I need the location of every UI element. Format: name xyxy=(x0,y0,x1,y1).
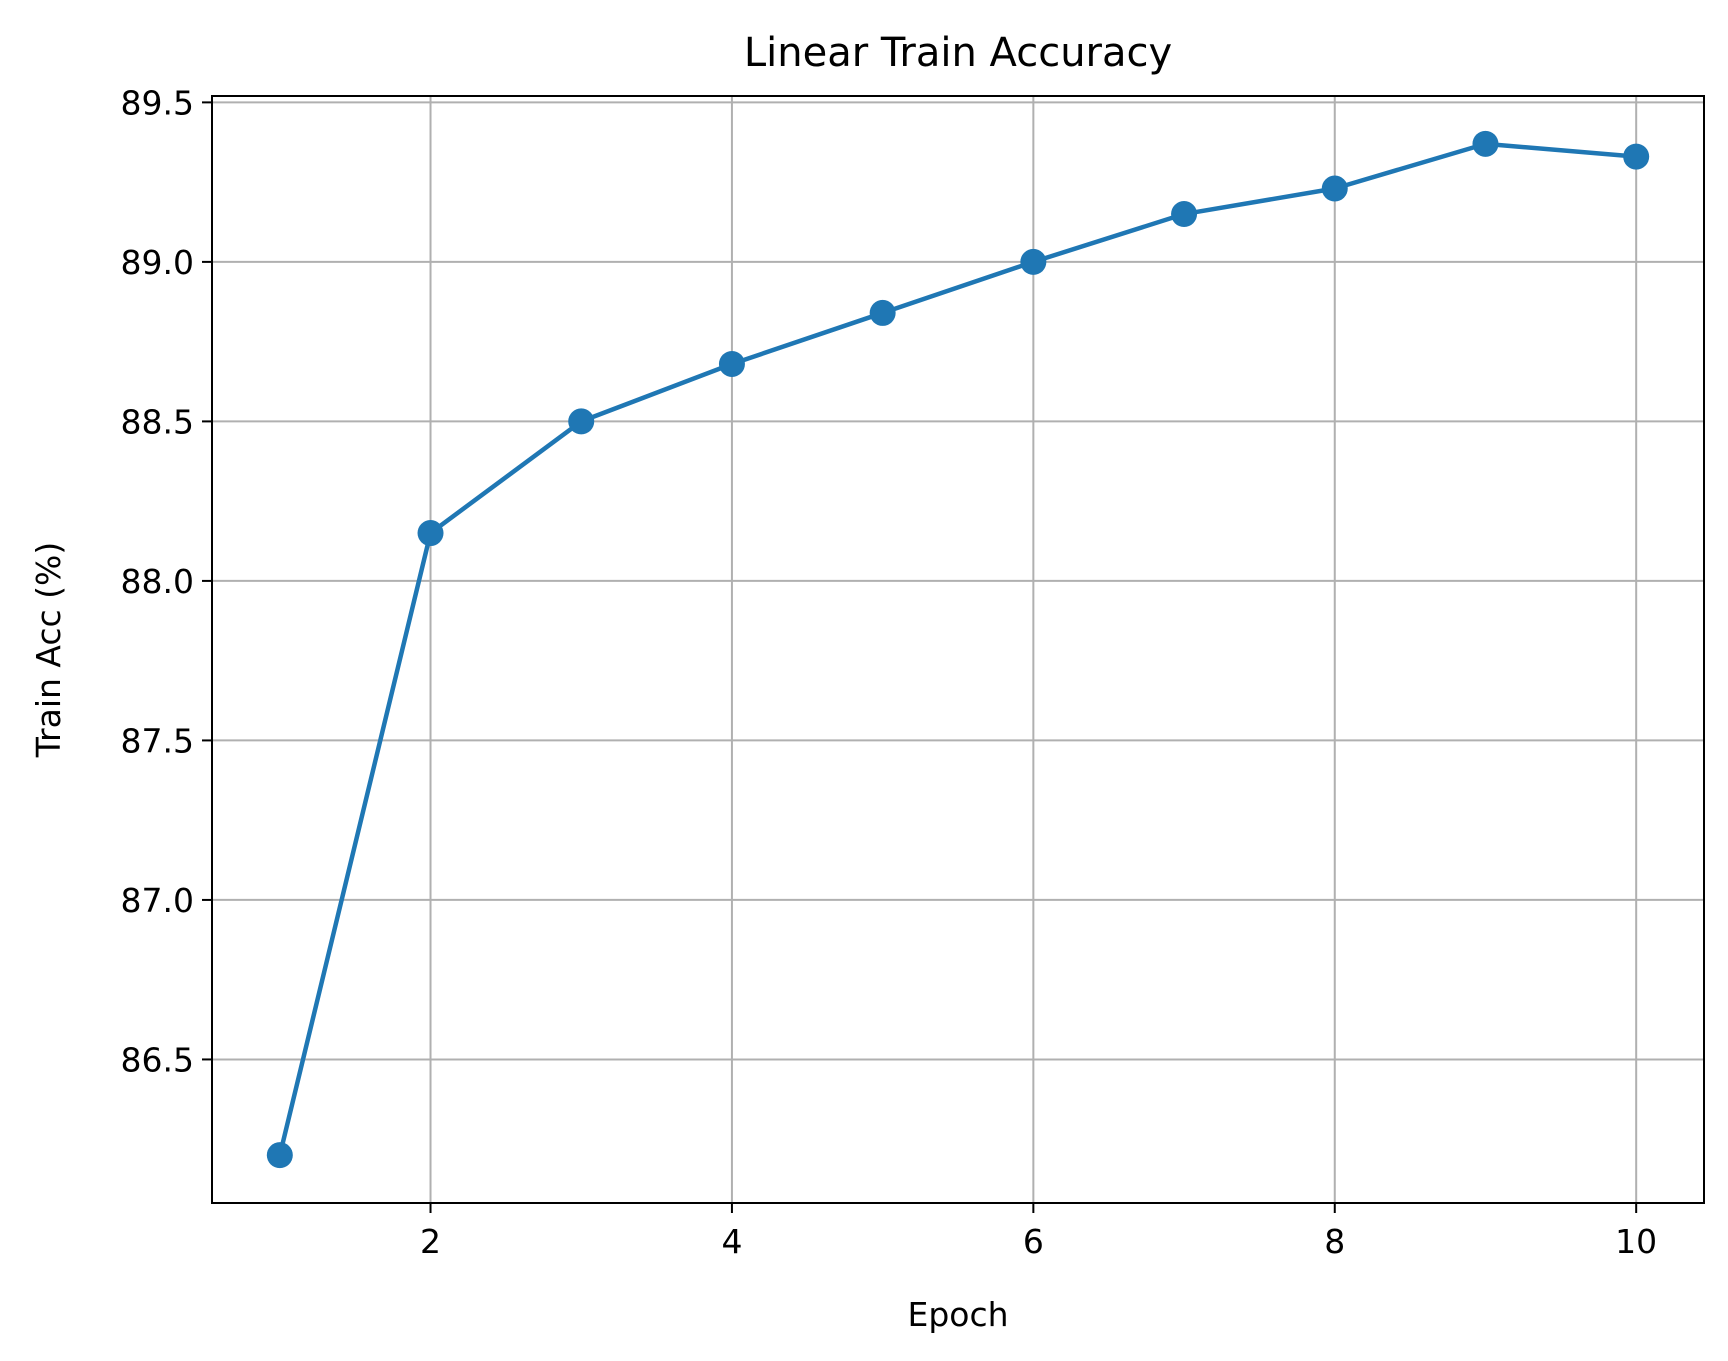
x-tick-label: 8 xyxy=(1324,1222,1345,1261)
data-point xyxy=(718,350,745,377)
ticks-layer: 2 4 6 8 10 86.5 87.0 87.5 88.0 88.5 89.0 89.5 xyxy=(121,83,1658,1261)
data-point xyxy=(417,520,444,547)
y-tick-label: 89.0 xyxy=(121,243,194,282)
y-axis-label: Train Acc (%) xyxy=(29,542,68,759)
data-point xyxy=(266,1142,293,1169)
data-point xyxy=(568,408,595,435)
series-layer xyxy=(266,130,1650,1169)
chart-title: Linear Train Accuracy xyxy=(744,30,1172,76)
x-tick-label: 2 xyxy=(420,1222,441,1261)
x-tick-label: 6 xyxy=(1023,1222,1044,1261)
y-tick-label: 87.0 xyxy=(121,881,194,920)
grid-layer xyxy=(212,96,1704,1203)
data-point xyxy=(1020,248,1047,275)
series-line xyxy=(277,141,1637,1156)
data-point xyxy=(1321,175,1348,202)
y-tick-label: 88.5 xyxy=(121,402,194,441)
y-tick-label: 86.5 xyxy=(121,1040,194,1079)
data-point xyxy=(1171,201,1198,228)
data-point xyxy=(869,299,896,326)
y-tick-label: 87.5 xyxy=(121,721,194,760)
x-tick-label: 4 xyxy=(721,1222,742,1261)
y-tick-label: 88.0 xyxy=(121,562,194,601)
x-tick-label: 10 xyxy=(1615,1222,1657,1261)
x-axis-label: Epoch xyxy=(907,1295,1008,1334)
data-point xyxy=(1472,130,1499,157)
y-tick-label: 89.5 xyxy=(121,83,194,122)
plot-frame xyxy=(211,95,1705,1204)
data-point xyxy=(1623,143,1650,170)
